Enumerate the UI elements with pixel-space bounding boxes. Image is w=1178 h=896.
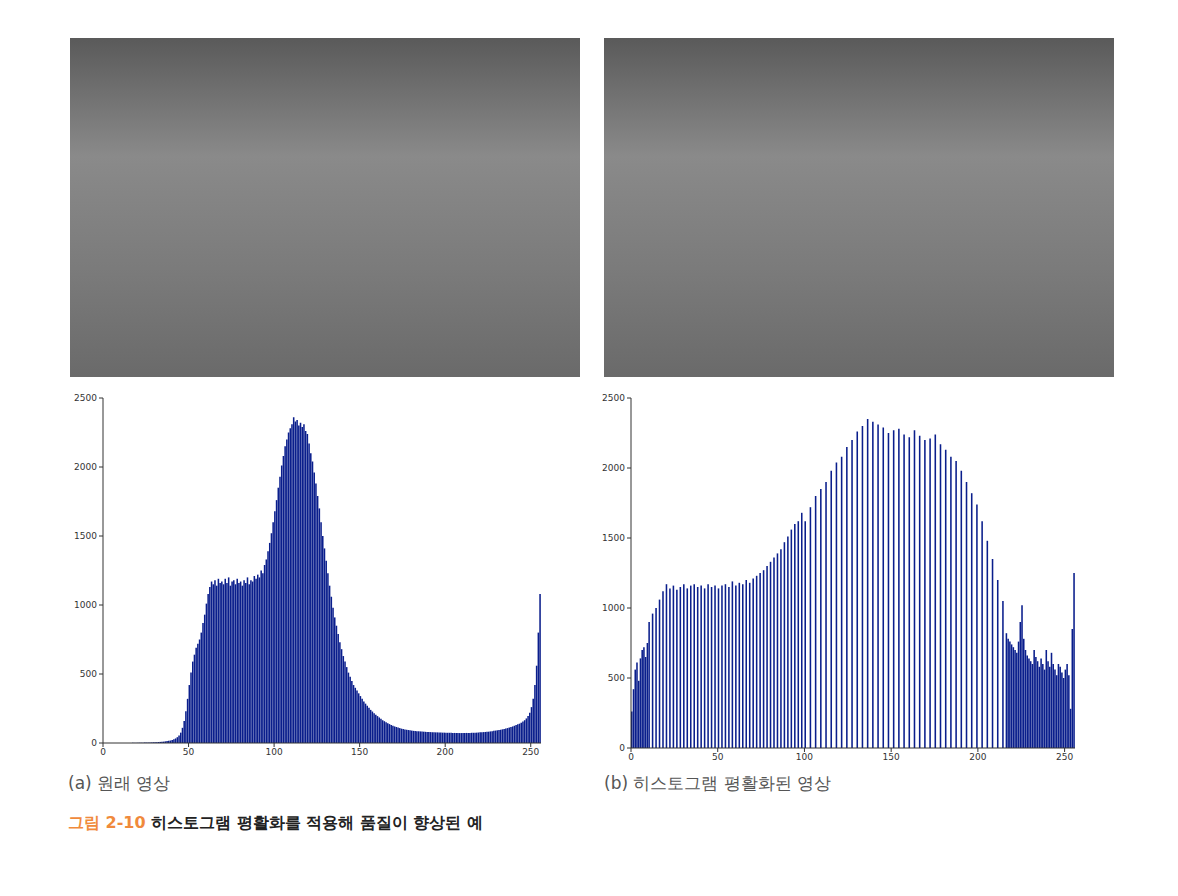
svg-text:0: 0 xyxy=(619,743,625,753)
svg-text:0: 0 xyxy=(100,747,106,757)
html-text:(b) 히스토그램 평활화된 영상: (b) 히스토그램 평활화된 영상 xyxy=(604,773,832,793)
svg-text:200: 200 xyxy=(437,747,454,757)
html-text:(a) 원래 영상: (a) 원래 영상 xyxy=(68,773,171,793)
svg-text:1500: 1500 xyxy=(74,531,97,541)
svg-text:2500: 2500 xyxy=(74,393,97,403)
html-text:그림 2-10 히스토그램 평활화를 적용해 품질이 향상된: 그림 2-10 히스토그램 평활화를 적용해 품질이 향상된 예 xyxy=(68,813,483,832)
svg-text:150: 150 xyxy=(883,752,900,762)
svg-text:2000: 2000 xyxy=(74,462,97,472)
svg-text:1500: 1500 xyxy=(602,533,625,543)
svg-text:100: 100 xyxy=(266,747,283,757)
svg-text:1000: 1000 xyxy=(602,603,625,613)
svg-text:0: 0 xyxy=(628,752,634,762)
svg-text:2500: 2500 xyxy=(602,393,625,403)
svg-text:500: 500 xyxy=(80,669,97,679)
svg-text:500: 500 xyxy=(608,673,625,683)
svg-text:150: 150 xyxy=(351,747,368,757)
svg-text:250: 250 xyxy=(522,747,539,757)
svg-text:250: 250 xyxy=(1056,752,1073,762)
svg-text:50: 50 xyxy=(712,752,724,762)
svg-text:0: 0 xyxy=(91,738,97,748)
svg-text:2000: 2000 xyxy=(602,463,625,473)
svg-text:200: 200 xyxy=(969,752,986,762)
svg-text:100: 100 xyxy=(796,752,813,762)
svg-text:1000: 1000 xyxy=(74,600,97,610)
svg-text:50: 50 xyxy=(183,747,195,757)
